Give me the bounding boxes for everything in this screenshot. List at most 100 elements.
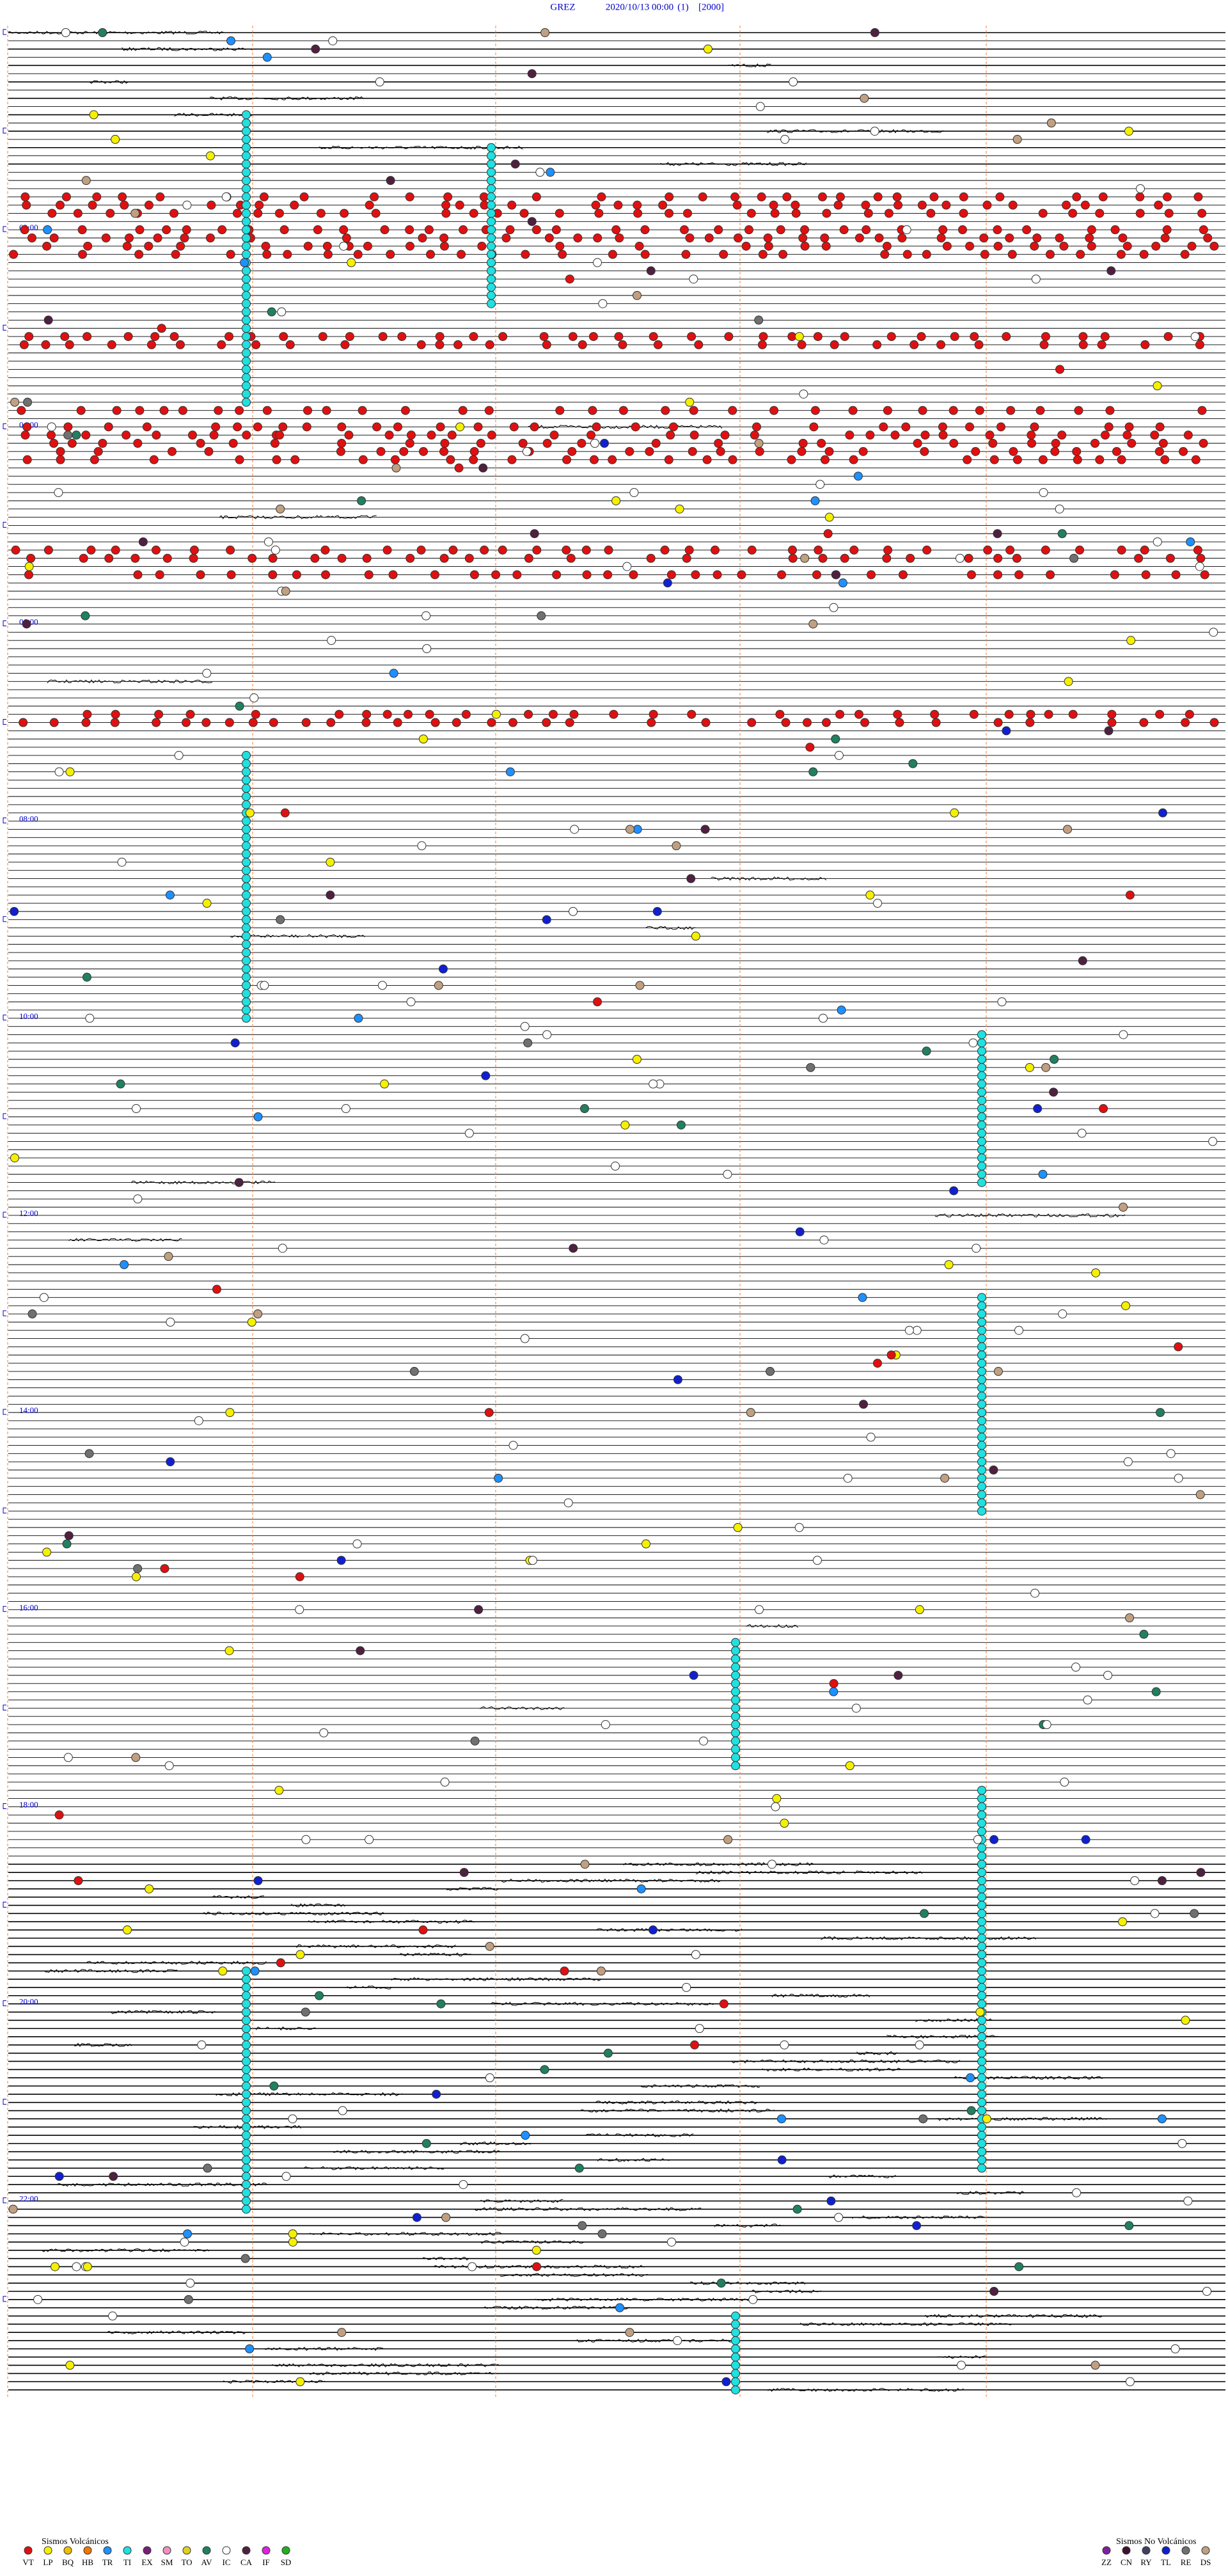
- event: [82, 972, 91, 982]
- event: [487, 184, 496, 193]
- event: [859, 1400, 869, 1409]
- event: [660, 545, 670, 555]
- event: [362, 709, 372, 719]
- event: [1199, 225, 1208, 235]
- trace-burst: [500, 2273, 648, 2277]
- event: [853, 471, 863, 481]
- legend-code: CA: [240, 2557, 253, 2567]
- event: [966, 2073, 975, 2083]
- event: [203, 2163, 212, 2173]
- event: [404, 709, 413, 719]
- event: [820, 233, 830, 242]
- event: [930, 709, 940, 719]
- event: [242, 825, 251, 834]
- event: [242, 274, 251, 284]
- event: [731, 1744, 740, 1754]
- event: [485, 2073, 494, 2083]
- event: [242, 249, 251, 259]
- event: [175, 340, 185, 349]
- event: [549, 431, 559, 440]
- event: [235, 455, 244, 464]
- trace-burst: [110, 2010, 217, 2014]
- event: [800, 241, 810, 251]
- event: [835, 709, 845, 719]
- event: [419, 446, 429, 456]
- trace-burst: [210, 96, 364, 100]
- event: [530, 422, 539, 432]
- event: [1062, 200, 1071, 210]
- event: [288, 2229, 297, 2239]
- trace-burst: [90, 80, 129, 84]
- event: [776, 225, 785, 235]
- event: [432, 2089, 441, 2099]
- event: [326, 857, 335, 867]
- event: [893, 200, 903, 210]
- event: [1012, 553, 1021, 563]
- event: [879, 422, 888, 432]
- event: [295, 1950, 305, 1959]
- event: [940, 1473, 950, 1483]
- event: [1031, 274, 1041, 284]
- event: [1150, 1909, 1160, 1918]
- event: [1004, 709, 1014, 719]
- event: [83, 332, 92, 342]
- event: [1005, 545, 1015, 555]
- event: [112, 406, 122, 415]
- event: [524, 553, 533, 563]
- legend-marker: [103, 2546, 112, 2555]
- event: [242, 874, 251, 883]
- event: [777, 2114, 787, 2124]
- event: [570, 825, 579, 834]
- event: [1186, 537, 1195, 547]
- event: [98, 28, 107, 37]
- trace-burst: [937, 2117, 1107, 2121]
- event: [122, 241, 132, 251]
- event: [580, 1860, 590, 1869]
- event: [854, 709, 863, 719]
- event: [829, 1679, 838, 1688]
- trace-burst: [219, 515, 377, 519]
- time-label: 10:00: [19, 1011, 38, 1021]
- event: [977, 1449, 986, 1458]
- event: [259, 192, 269, 201]
- trace-burst: [68, 1238, 182, 1242]
- event: [164, 1252, 173, 1261]
- event: [264, 537, 273, 547]
- event: [1134, 553, 1144, 563]
- event: [527, 69, 537, 79]
- event: [872, 340, 882, 349]
- event: [242, 2048, 251, 2058]
- event: [328, 36, 338, 45]
- time-label: 16:00: [19, 1602, 38, 1612]
- legend-code: RY: [1140, 2557, 1152, 2567]
- event: [242, 348, 251, 358]
- event: [1076, 249, 1085, 259]
- event: [977, 2106, 986, 2115]
- event: [993, 241, 1003, 251]
- event: [1050, 446, 1060, 456]
- event: [1091, 1268, 1101, 1277]
- event: [604, 545, 613, 555]
- event: [691, 931, 700, 941]
- event: [1098, 192, 1108, 201]
- event: [487, 233, 496, 242]
- event: [701, 718, 711, 727]
- event: [452, 718, 461, 727]
- hour-marker: [3, 2296, 6, 2302]
- event: [1196, 1868, 1206, 1877]
- event: [480, 545, 489, 555]
- event: [505, 225, 515, 235]
- event: [1058, 1309, 1067, 1319]
- event: [116, 1079, 125, 1089]
- trace-burst: [130, 1180, 275, 1185]
- event: [920, 446, 929, 456]
- event: [130, 553, 140, 563]
- event: [1100, 332, 1110, 342]
- event: [555, 241, 565, 251]
- event: [295, 2377, 305, 2387]
- event: [591, 200, 601, 210]
- event: [277, 307, 287, 317]
- event: [826, 2196, 836, 2206]
- event: [665, 192, 674, 201]
- hour-marker: [3, 324, 6, 331]
